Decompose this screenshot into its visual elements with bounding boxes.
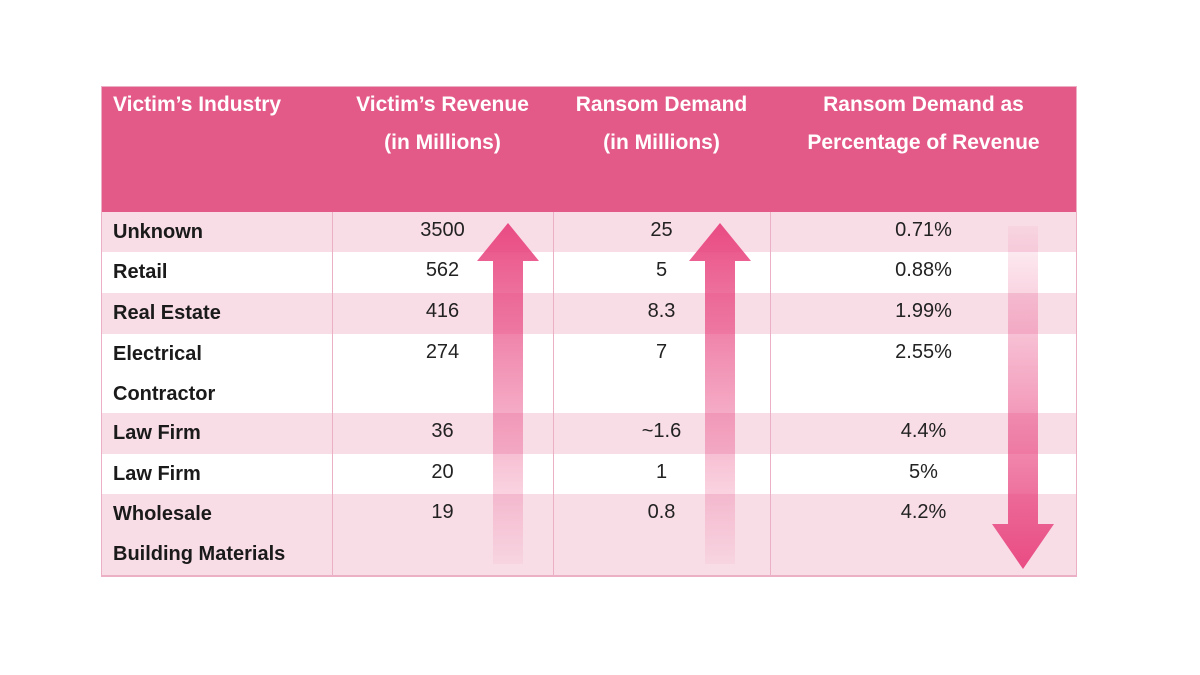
arrow-up-revenue-icon <box>477 223 539 564</box>
cell-industry: Electrical Contractor <box>113 334 333 414</box>
table-row: Retail 562 5 0.88% <box>101 252 1077 293</box>
cell-revenue: 36 <box>431 420 454 442</box>
arrow-up-ransom-icon <box>689 223 751 564</box>
cell-revenue: 3500 <box>420 219 465 241</box>
cell-revenue: 20 <box>431 461 454 483</box>
cell-industry: Law Firm <box>113 413 333 453</box>
cell-percent: 4.2% <box>900 501 947 523</box>
cell-revenue: 19 <box>431 501 454 523</box>
cell-revenue: 562 <box>425 259 460 281</box>
cell-industry-line: Wholesale <box>113 503 212 525</box>
cell-industry: Real Estate <box>113 293 333 333</box>
header-industry: Victim’s Industry <box>113 86 332 212</box>
cell-industry-line: Law Firm <box>113 422 201 444</box>
cell-ransom: 5 <box>655 259 668 281</box>
cell-industry-line: Law Firm <box>113 463 201 485</box>
cell-industry: Wholesale Building Materials <box>113 494 333 574</box>
ransom-demand-table: Victim’s Industry Victim’s Revenue (in M… <box>101 86 1077 577</box>
cell-industry-line: Electrical <box>113 343 202 365</box>
cell-ransom: 8.3 <box>647 300 676 322</box>
header-ransom-line-2: (in Millions) <box>603 131 720 154</box>
column-divider <box>332 212 333 576</box>
table-row: Law Firm 36 ~1.6 4.4% <box>101 413 1077 454</box>
cell-ransom: ~1.6 <box>641 420 682 442</box>
table-row: Electrical Contractor 274 7 2.55% <box>101 334 1077 413</box>
cell-ransom: 0.8 <box>647 501 676 523</box>
cell-percent: 2.55% <box>895 341 952 363</box>
table-row: Law Firm 20 1 5% <box>101 454 1077 494</box>
column-divider <box>553 212 554 576</box>
cell-industry-line: Unknown <box>113 221 203 243</box>
table-row: Unknown 3500 25 0.71% <box>101 212 1077 252</box>
cell-industry: Unknown <box>113 212 333 252</box>
header-percent-line-2: Percentage of Revenue <box>807 131 1040 154</box>
cell-revenue: 416 <box>425 300 460 322</box>
trend-arrows <box>477 223 1054 569</box>
table-header-row: Victim’s Industry Victim’s Revenue (in M… <box>101 86 1077 212</box>
cell-ransom: 25 <box>650 219 673 241</box>
cell-percent: 0.71% <box>895 219 952 241</box>
cell-industry: Law Firm <box>113 454 333 494</box>
row-divider <box>101 576 1077 577</box>
header-revenue-line-2: (in Millions) <box>384 131 501 154</box>
header-revenue: Victim’s Revenue (in Millions) <box>332 86 553 212</box>
cell-revenue: 274 <box>425 341 460 363</box>
header-percent-line-1: Ransom Demand as <box>823 93 1024 116</box>
cell-ransom: 1 <box>655 461 668 483</box>
cell-industry-line: Contractor <box>113 383 216 405</box>
header-industry-line-1: Victim’s Industry <box>113 93 282 116</box>
header-ransom: Ransom Demand (in Millions) <box>553 86 770 212</box>
arrow-down-percent-icon <box>992 226 1054 569</box>
column-divider <box>770 212 771 576</box>
header-revenue-line-1: Victim’s Revenue <box>356 93 529 116</box>
cell-industry-line: Retail <box>113 261 168 283</box>
cell-ransom: 7 <box>655 341 668 363</box>
cell-industry: Retail <box>113 252 333 292</box>
table-row: Real Estate 416 8.3 1.99% <box>101 293 1077 334</box>
cell-industry-line: Building Materials <box>113 543 286 565</box>
cell-percent: 0.88% <box>895 259 952 281</box>
cell-percent: 1.99% <box>895 300 952 322</box>
table-row: Wholesale Building Materials 19 0.8 4.2% <box>101 494 1077 576</box>
header-ransom-line-1: Ransom Demand <box>575 93 748 116</box>
cell-percent: 4.4% <box>900 420 947 442</box>
cell-industry-line: Real Estate <box>113 302 221 324</box>
cell-percent: 5% <box>909 461 938 483</box>
header-percent: Ransom Demand as Percentage of Revenue <box>770 86 1077 212</box>
